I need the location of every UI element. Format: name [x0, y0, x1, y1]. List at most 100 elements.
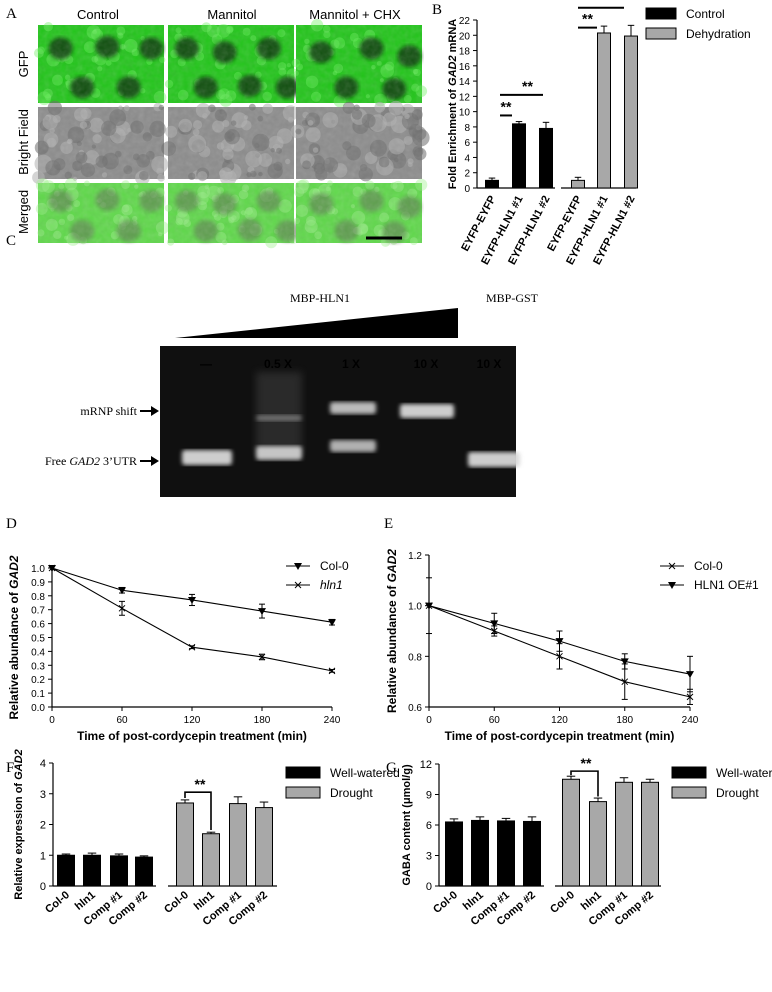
y-tick-label: 0.6	[31, 620, 45, 631]
chart-e: 0.6 0.8 1.0 1.2 0 60 120 180 240 Time of post-cor…	[385, 549, 759, 743]
bar-drought-1	[562, 778, 580, 887]
legend-label: HLN1 OE#1	[694, 578, 759, 592]
significance-bracket	[184, 791, 212, 831]
panel-f-label: F	[6, 760, 14, 776]
bar-dehydration-1	[571, 179, 585, 189]
legend-label: Drought	[330, 786, 373, 800]
bar-drought-3	[615, 781, 633, 887]
data-point	[118, 604, 126, 612]
col-header-mannitol: Mannitol	[207, 7, 256, 22]
y-tick-label: 1	[40, 850, 46, 862]
series-line-2	[51, 567, 333, 672]
bar-well-watered-2	[83, 854, 101, 887]
legend-swatch	[285, 766, 321, 779]
y-tick-label: 0.7	[31, 606, 45, 617]
bar-well-watered-4	[135, 856, 153, 887]
concentration-wedge	[175, 308, 458, 338]
bar-control-1	[485, 179, 499, 189]
band-free-lane-1	[182, 450, 232, 465]
panel-a: A Control Mannitol Mannitol + CHX GFP Br…	[6, 6, 430, 249]
protein-label-gst: MBP-GST	[486, 291, 539, 305]
x-tick-label: 240	[682, 715, 699, 726]
legend-label: Col-0	[320, 559, 349, 573]
significance-marker: **	[501, 98, 512, 114]
row-label-gfp: GFP	[16, 51, 31, 78]
y-tick-label: 0.8	[408, 652, 422, 663]
legend-swatch	[645, 27, 677, 40]
y-tick-label: 0.1	[31, 689, 45, 700]
bar-well-watered-1	[445, 821, 463, 887]
panel-b-label: B	[432, 2, 442, 18]
y-tick-label: 9	[426, 790, 432, 802]
bar-control-3	[539, 127, 553, 189]
y-tick-label: 0.2	[31, 675, 45, 686]
y-axis-label: Fold Enrichment of GAD2 mRNA	[447, 19, 459, 190]
y-tick-label: 0	[464, 184, 470, 195]
legend-marker	[294, 581, 302, 589]
y-tick-label: 0	[40, 881, 46, 893]
x-tick-label: 120	[551, 715, 568, 726]
bar-well-watered-4	[523, 820, 541, 887]
y-tick-label: 4	[40, 758, 46, 770]
bar-drought-4	[641, 781, 659, 887]
bar-dehydration-2	[597, 32, 611, 189]
bar-control-2	[512, 123, 526, 189]
x-tick-label: 60	[489, 715, 501, 726]
y-tick-label: 2	[464, 169, 470, 180]
category-label: Col-0	[431, 889, 460, 916]
band-free-lane-3	[330, 440, 376, 452]
bar-drought-2	[589, 801, 607, 887]
y-tick-label: 0	[426, 881, 432, 893]
data-point	[188, 643, 196, 651]
micrograph-noise	[38, 107, 164, 179]
legend-marker	[668, 582, 676, 589]
x-tick-label: 60	[116, 715, 128, 726]
bar-drought-3	[229, 803, 247, 887]
y-tick-label: 12	[459, 92, 471, 103]
significance-marker: **	[195, 776, 206, 792]
y-tick-label: 0.8	[31, 592, 45, 603]
mrnp-shift-label: mRNP shift	[80, 404, 137, 418]
y-tick-label: 12	[420, 759, 432, 771]
y-tick-label: 4	[464, 153, 470, 164]
y-tick-label: 20	[459, 31, 471, 42]
y-tick-label: 18	[459, 47, 471, 58]
free-utr-arrow	[140, 456, 159, 466]
legend-swatch	[671, 766, 707, 779]
panel-c: C MBP-HLN1 MBP-GST — 0.5 X 1 X 10 X 10 X…	[6, 233, 539, 497]
y-tick-label: 8	[464, 123, 470, 134]
x-tick-label: 180	[254, 715, 271, 726]
legend-label: Dehydration	[686, 27, 751, 41]
panel-e-label: E	[384, 516, 393, 532]
y-axis-label: Relative abundance of GAD2	[385, 549, 399, 713]
y-tick-label: 6	[464, 138, 470, 149]
micrograph-r1-c3	[291, 19, 428, 108]
data-point	[686, 671, 694, 679]
y-tick-label: 3	[426, 851, 432, 863]
data-point	[328, 619, 336, 627]
y-tick-label: 1.0	[31, 564, 45, 575]
bar-drought-4	[255, 807, 273, 887]
micrograph-r3-c3	[293, 178, 428, 247]
y-axis-label: Relative expression of GAD2	[13, 749, 25, 899]
lane-label-5: 10 X	[477, 357, 502, 371]
x-tick-label: 120	[184, 715, 201, 726]
panel-d-label: D	[6, 516, 17, 532]
panel-d: D 0.0 0.1 0.2 0.3 0.4 0.5 0.6 0.7 0.8 0.9 1.0 0 60 12…	[6, 516, 349, 743]
row-label-merged: Merged	[16, 190, 31, 234]
data-point	[188, 596, 196, 604]
bar-dehydration-3	[624, 35, 638, 189]
x-tick-label: 180	[616, 715, 633, 726]
y-tick-label: 14	[459, 77, 471, 88]
data-point	[556, 652, 563, 660]
y-tick-label: 6	[426, 820, 432, 832]
legend-swatch	[671, 786, 707, 799]
data-point	[118, 587, 126, 595]
y-tick-label: 0.3	[31, 661, 45, 672]
legend-label: hln1	[320, 578, 343, 592]
